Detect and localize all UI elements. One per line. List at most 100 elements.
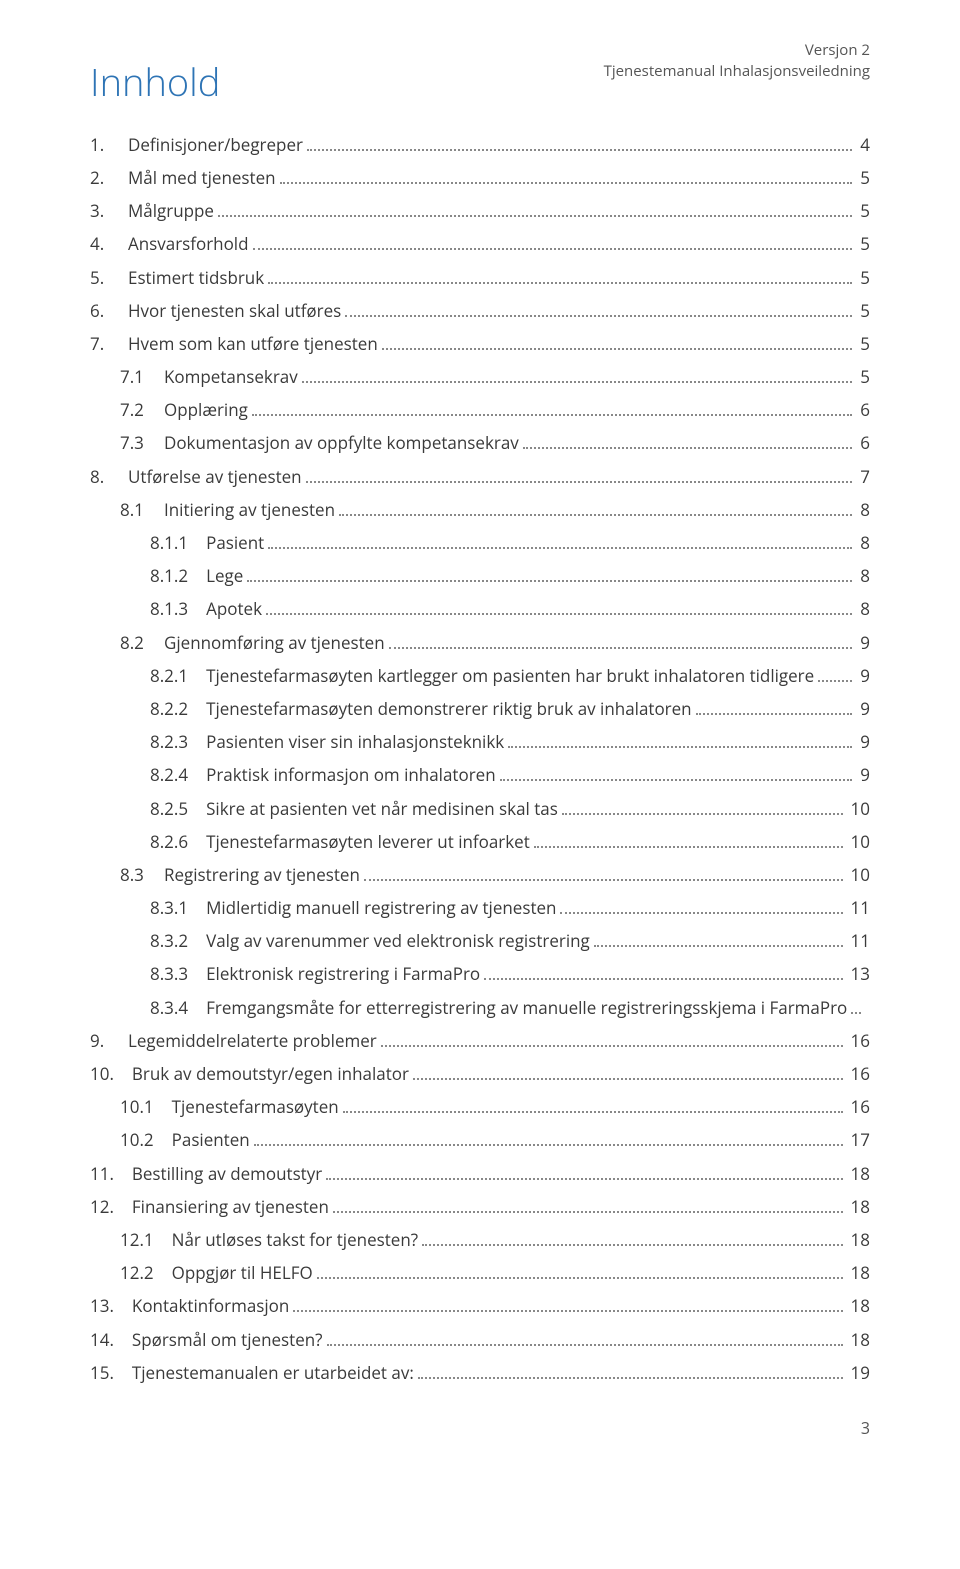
toc-entry-title: Pasienten: [172, 1126, 250, 1153]
toc-entry[interactable]: 4.Ansvarsforhold5: [90, 230, 870, 257]
toc-entry[interactable]: 8.3.1Midlertidig manuell registrering av…: [90, 894, 870, 921]
toc-entry-page: 18: [847, 1160, 870, 1187]
toc-entry-page: 8: [856, 529, 870, 556]
toc-leader-dots: [560, 912, 842, 914]
toc-entry[interactable]: 7.3Dokumentasjon av oppfylte kompetansek…: [90, 429, 870, 456]
toc-leader-dots: [534, 846, 843, 848]
toc-entry[interactable]: 8.3Registrering av tjenesten10: [90, 861, 870, 888]
toc-entry[interactable]: 7.1Kompetansekrav5: [90, 363, 870, 390]
toc-entry-title: Lege: [206, 562, 243, 589]
toc-entry-number: 2.: [90, 164, 128, 191]
toc-entry[interactable]: 8.2.1Tjenestefarmasøyten kartlegger om p…: [90, 662, 870, 689]
toc-entry[interactable]: 8.1.3Apotek8: [90, 595, 870, 622]
toc-entry-title: Mål med tjenesten: [128, 164, 276, 191]
toc-entry[interactable]: 14.Spørsmål om tjenesten?18: [90, 1326, 870, 1353]
toc-entry[interactable]: 10.1Tjenestefarmasøyten16: [90, 1093, 870, 1120]
toc-leader-dots: [364, 879, 843, 881]
toc-leader-dots: [389, 647, 853, 649]
toc-entry[interactable]: 8.3.3Elektronisk registrering i FarmaPro…: [90, 960, 870, 987]
toc-entry-title: Ansvarsforhold: [128, 230, 249, 257]
toc-entry[interactable]: 12.1Når utløses takst for tjenesten?18: [90, 1226, 870, 1253]
toc-entry-page: 10: [847, 828, 870, 855]
toc-leader-dots: [343, 1111, 843, 1113]
toc-entry-page: 5: [856, 230, 870, 257]
toc-entry-title: Opplæring: [164, 396, 248, 423]
toc-entry[interactable]: 12.2Oppgjør til HELFO 18: [90, 1259, 870, 1286]
toc-entry-page: 9: [856, 728, 870, 755]
toc-entry-title: Oppgjør til HELFO: [172, 1259, 313, 1286]
toc-entry-number: 7.3: [120, 429, 164, 456]
toc-entry-number: 12.2: [120, 1259, 172, 1286]
toc-entry-page: 13: [847, 960, 870, 987]
toc-entry[interactable]: 5.Estimert tidsbruk5: [90, 264, 870, 291]
toc-entry-title: Når utløses takst for tjenesten?: [172, 1226, 418, 1253]
toc-entry[interactable]: 1.Definisjoner/begreper4: [90, 131, 870, 158]
toc-leader-dots: [333, 1211, 843, 1213]
toc-entry-title: Kompetansekrav: [164, 363, 298, 390]
toc-entry[interactable]: 13.Kontaktinformasjon18: [90, 1292, 870, 1319]
toc-leader-dots: [594, 945, 843, 947]
toc-entry-number: 8.2.2: [150, 695, 206, 722]
toc-entry[interactable]: 8.3.2Valg av varenummer ved elektronisk …: [90, 927, 870, 954]
toc-entry-page: 9: [856, 761, 870, 788]
toc-entry-title: Midlertidig manuell registrering av tjen…: [206, 894, 556, 921]
toc-entry[interactable]: 8.3.4Fremgangsmåte for etterregistrering…: [90, 994, 870, 1021]
toc-entry[interactable]: 11.Bestilling av demoutstyr18: [90, 1160, 870, 1187]
toc-leader-dots: [306, 481, 853, 483]
toc-leader-dots: [851, 1012, 861, 1014]
toc-entry[interactable]: 8.2.3Pasienten viser sin inhalasjonstekn…: [90, 728, 870, 755]
toc-entry-title: Definisjoner/begreper: [128, 131, 303, 158]
toc-entry[interactable]: 10.Bruk av demoutstyr/egen inhalator16: [90, 1060, 870, 1087]
toc-entry-title: Tjenestefarmasøyten: [172, 1093, 339, 1120]
toc-entry-title: Apotek: [206, 595, 262, 622]
toc-entry[interactable]: 8.1Initiering av tjenesten8: [90, 496, 870, 523]
toc-entry-page: 9: [856, 662, 870, 689]
toc-entry-title: Gjennomføring av tjenesten: [164, 629, 385, 656]
toc-entry-page: 4: [856, 131, 870, 158]
toc-entry-number: 8.2.1: [150, 662, 206, 689]
toc-entry-title: Tjenestemanualen er utarbeidet av:: [132, 1359, 414, 1386]
toc-entry[interactable]: 8.2Gjennomføring av tjenesten9: [90, 629, 870, 656]
toc-leader-dots: [307, 149, 852, 151]
toc-entry[interactable]: 10.2Pasienten17: [90, 1126, 870, 1153]
toc-entry-title: Kontaktinformasjon: [132, 1292, 289, 1319]
toc-entry-page: 16: [847, 1093, 870, 1120]
toc-entry[interactable]: 15.Tjenestemanualen er utarbeidet av:19: [90, 1359, 870, 1386]
toc-entry[interactable]: 8.Utførelse av tjenesten7: [90, 463, 870, 490]
toc-entry[interactable]: 2.Mål med tjenesten5: [90, 164, 870, 191]
toc-entry-title: Målgruppe: [128, 197, 214, 224]
toc-leader-dots: [252, 414, 852, 416]
toc-entry-title: Praktisk informasjon om inhalatoren: [206, 761, 496, 788]
toc-entry-number: 8.2.4: [150, 761, 206, 788]
toc-entry[interactable]: 8.1.2Lege8: [90, 562, 870, 589]
toc-entry[interactable]: 8.2.4Praktisk informasjon om inhalatoren…: [90, 761, 870, 788]
toc-entry[interactable]: 8.1.1Pasient8: [90, 529, 870, 556]
toc-entry-title: Estimert tidsbruk: [128, 264, 264, 291]
toc-entry-page: 11: [847, 927, 870, 954]
toc-entry-number: 7.: [90, 330, 128, 357]
toc-entry[interactable]: 12.Finansiering av tjenesten18: [90, 1193, 870, 1220]
toc-entry-title: Tjenestefarmasøyten leverer ut infoarket: [206, 828, 530, 855]
toc-entry-page: 6: [856, 429, 870, 456]
toc-entry[interactable]: 7.2Opplæring6: [90, 396, 870, 423]
toc-entry-page: 5: [856, 297, 870, 324]
toc-entry-title: Valg av varenummer ved elektronisk regis…: [206, 927, 590, 954]
toc-entry[interactable]: 7.Hvem som kan utføre tjenesten5: [90, 330, 870, 357]
toc-entry[interactable]: 6.Hvor tjenesten skal utføres5: [90, 297, 870, 324]
toc-entry-number: 14.: [90, 1326, 132, 1353]
toc-leader-dots: [345, 315, 852, 317]
toc-entry[interactable]: 3.Målgruppe5: [90, 197, 870, 224]
toc-entry-number: 15.: [90, 1359, 132, 1386]
toc-entry[interactable]: 8.2.6Tjenestefarmasøyten leverer ut info…: [90, 828, 870, 855]
toc-entry-page: 18: [847, 1259, 870, 1286]
toc-entry[interactable]: 8.2.5Sikre at pasienten vet når medisine…: [90, 795, 870, 822]
toc-entry[interactable]: 9.Legemiddelrelaterte problemer16: [90, 1027, 870, 1054]
toc-entry-title: Bestilling av demoutstyr: [132, 1160, 322, 1187]
toc-entry-number: 8.1.1: [150, 529, 206, 556]
toc-entry-page: 18: [847, 1226, 870, 1253]
toc-entry-title: Sikre at pasienten vet når medisinen ska…: [206, 795, 558, 822]
toc-entry-title: Fremgangsmåte for etterregistrering av m…: [206, 994, 847, 1021]
toc-entry-page: 8: [856, 595, 870, 622]
toc-entry[interactable]: 8.2.2Tjenestefarmasøyten demonstrerer ri…: [90, 695, 870, 722]
toc-entry-number: 12.: [90, 1193, 132, 1220]
